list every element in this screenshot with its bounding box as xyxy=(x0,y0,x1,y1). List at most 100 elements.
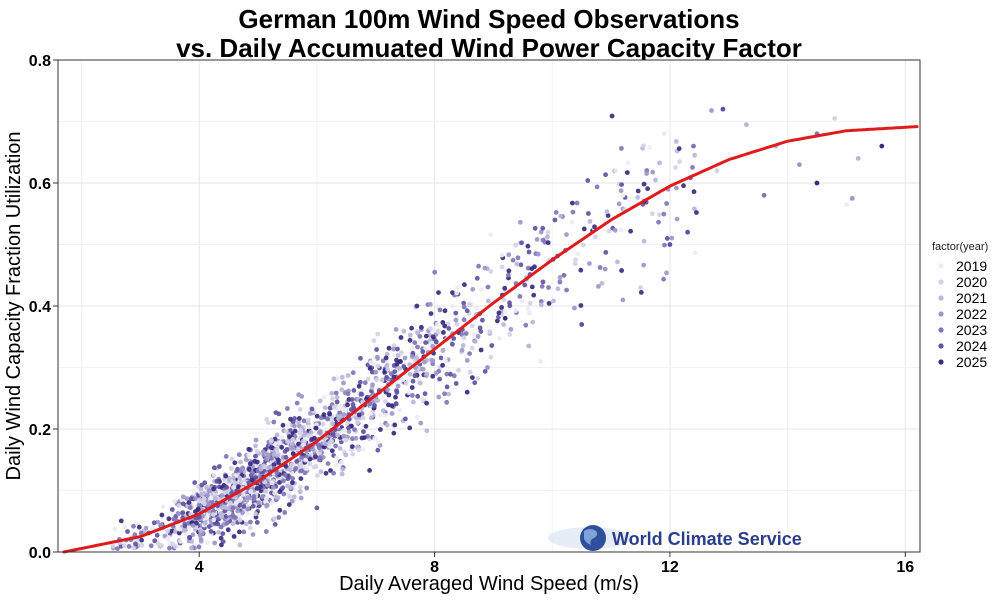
data-point xyxy=(558,213,564,219)
data-point xyxy=(694,210,699,215)
data-point xyxy=(211,465,217,471)
data-point xyxy=(118,518,124,524)
data-point xyxy=(235,508,241,514)
data-point xyxy=(219,542,224,548)
legend: factor(year) 201920202021202220232024202… xyxy=(932,241,988,370)
data-point xyxy=(289,462,295,467)
data-point xyxy=(478,287,484,292)
y-tick-label: 0.2 xyxy=(29,422,51,439)
data-point xyxy=(538,302,544,308)
data-point xyxy=(378,422,384,427)
data-point xyxy=(215,521,221,527)
data-point xyxy=(471,332,477,337)
data-point xyxy=(206,524,212,529)
data-point xyxy=(540,225,546,231)
data-point xyxy=(198,486,204,492)
data-point xyxy=(647,145,652,151)
data-point xyxy=(263,529,269,534)
data-point xyxy=(394,361,400,367)
data-point xyxy=(274,447,280,453)
data-point xyxy=(417,339,423,345)
data-point xyxy=(154,532,160,538)
data-point xyxy=(357,379,363,385)
data-point xyxy=(250,470,256,476)
data-point xyxy=(495,318,500,324)
data-point xyxy=(356,383,362,389)
data-point xyxy=(472,339,478,344)
data-point xyxy=(281,491,287,497)
data-point xyxy=(272,516,277,521)
data-point xyxy=(237,502,243,508)
data-point xyxy=(328,438,334,444)
watermark-logo: World Climate Service xyxy=(548,525,802,551)
data-point xyxy=(289,445,295,450)
data-point xyxy=(356,447,362,453)
data-point xyxy=(538,229,544,235)
data-point xyxy=(290,476,295,481)
data-point xyxy=(744,122,749,127)
data-point xyxy=(223,473,229,479)
data-point xyxy=(249,477,255,483)
data-point xyxy=(545,229,551,235)
data-point xyxy=(213,495,218,501)
y-tick-label: 0.8 xyxy=(29,53,51,70)
data-point xyxy=(393,401,399,407)
data-point xyxy=(346,429,352,434)
data-point xyxy=(478,347,484,353)
data-point xyxy=(664,201,669,206)
legend-swatch xyxy=(938,295,944,301)
data-point xyxy=(525,306,531,312)
data-point xyxy=(474,275,480,281)
data-point xyxy=(620,192,626,198)
data-point xyxy=(612,227,618,233)
data-point xyxy=(367,468,372,473)
data-point xyxy=(306,424,312,430)
data-point xyxy=(246,480,251,486)
data-point xyxy=(403,380,409,386)
data-point xyxy=(251,496,257,502)
data-point xyxy=(454,321,460,327)
data-point xyxy=(501,297,507,302)
data-point xyxy=(564,287,569,293)
data-point xyxy=(499,252,505,258)
data-point xyxy=(266,465,271,471)
data-point xyxy=(434,321,440,327)
data-point xyxy=(410,399,416,405)
data-point xyxy=(602,266,608,272)
data-point xyxy=(375,354,380,360)
data-point xyxy=(138,530,144,536)
data-point xyxy=(438,355,444,361)
data-point xyxy=(370,382,375,388)
data-point xyxy=(450,303,456,309)
data-point xyxy=(396,370,401,376)
data-point xyxy=(125,529,130,534)
data-point xyxy=(216,529,221,535)
data-point xyxy=(351,388,357,393)
data-point xyxy=(231,475,236,481)
data-point xyxy=(391,346,396,352)
y-tick-label: 0.4 xyxy=(29,299,51,316)
data-point xyxy=(382,412,388,418)
data-point xyxy=(506,252,512,258)
data-point xyxy=(653,177,658,183)
data-point xyxy=(241,529,247,535)
data-point xyxy=(564,232,569,238)
data-point xyxy=(649,211,655,217)
data-point xyxy=(502,315,508,321)
data-point xyxy=(197,532,203,538)
data-point xyxy=(414,414,420,420)
data-point xyxy=(198,528,203,534)
data-point xyxy=(428,311,434,316)
data-point xyxy=(345,391,351,397)
data-point xyxy=(431,328,437,333)
data-point xyxy=(254,448,260,454)
data-point xyxy=(325,416,331,422)
data-point xyxy=(277,507,283,513)
data-point xyxy=(280,422,286,428)
data-point xyxy=(394,388,399,393)
data-point xyxy=(440,320,446,325)
data-point xyxy=(467,302,473,308)
data-point xyxy=(264,496,269,501)
data-point xyxy=(277,440,282,446)
